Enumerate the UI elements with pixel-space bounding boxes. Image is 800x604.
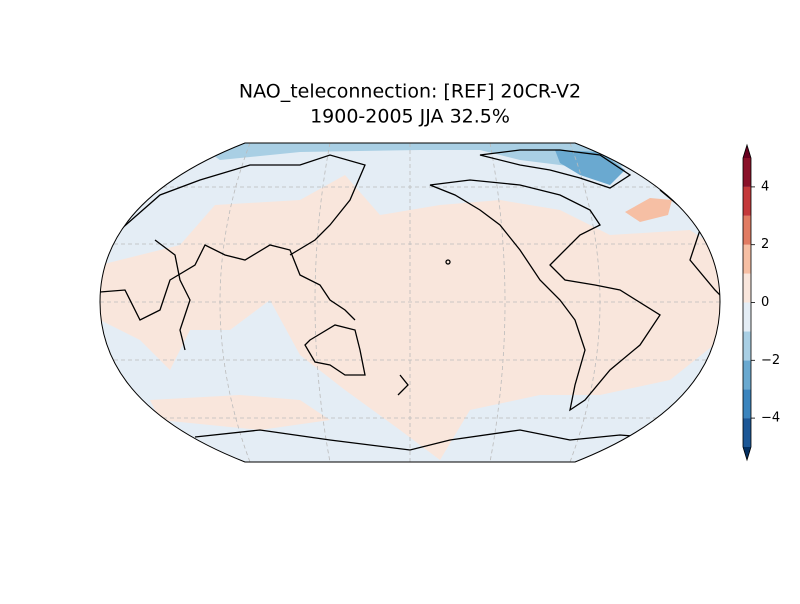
- negative-region: [555, 150, 625, 185]
- colorbar-bin: [743, 158, 751, 187]
- colorbar-bin: [743, 360, 751, 390]
- positive-region: [625, 198, 672, 222]
- map-outline: [99, 142, 721, 463]
- colorbar-bin: [743, 273, 751, 303]
- colorbar-extend-under: [743, 447, 751, 460]
- colorbar-bin: [743, 302, 751, 332]
- coastlines: [100, 149, 720, 451]
- colorbar-bin: [743, 389, 751, 419]
- positive-region: [100, 175, 720, 460]
- graticule: [100, 143, 720, 462]
- colorbar-frame: [742, 143, 752, 462]
- positive-region: [150, 395, 330, 430]
- colorbar-tick-label: 0: [761, 295, 769, 310]
- colorbar-bin: [743, 418, 751, 447]
- subtitle: 1900-2005 JJA 32.5%: [310, 106, 510, 128]
- colorbar-bin: [743, 215, 751, 245]
- colorbar-bin: [743, 186, 751, 216]
- colorbar-tick-label: 2: [761, 237, 769, 252]
- colorbar-tick-label: 4: [761, 179, 769, 194]
- map: [100, 143, 720, 462]
- colorbar-bin: [743, 331, 751, 361]
- title: NAO_teleconnection: [REF] 20CR-V2: [239, 81, 581, 103]
- colorbar-bin: [743, 244, 751, 274]
- colorbar-extend-over: [743, 145, 751, 158]
- colorbar: −4 −2 0 2 4: [742, 143, 780, 462]
- colorbar-tick-label: −2: [761, 353, 780, 368]
- colorbar-tick-label: −4: [761, 411, 780, 426]
